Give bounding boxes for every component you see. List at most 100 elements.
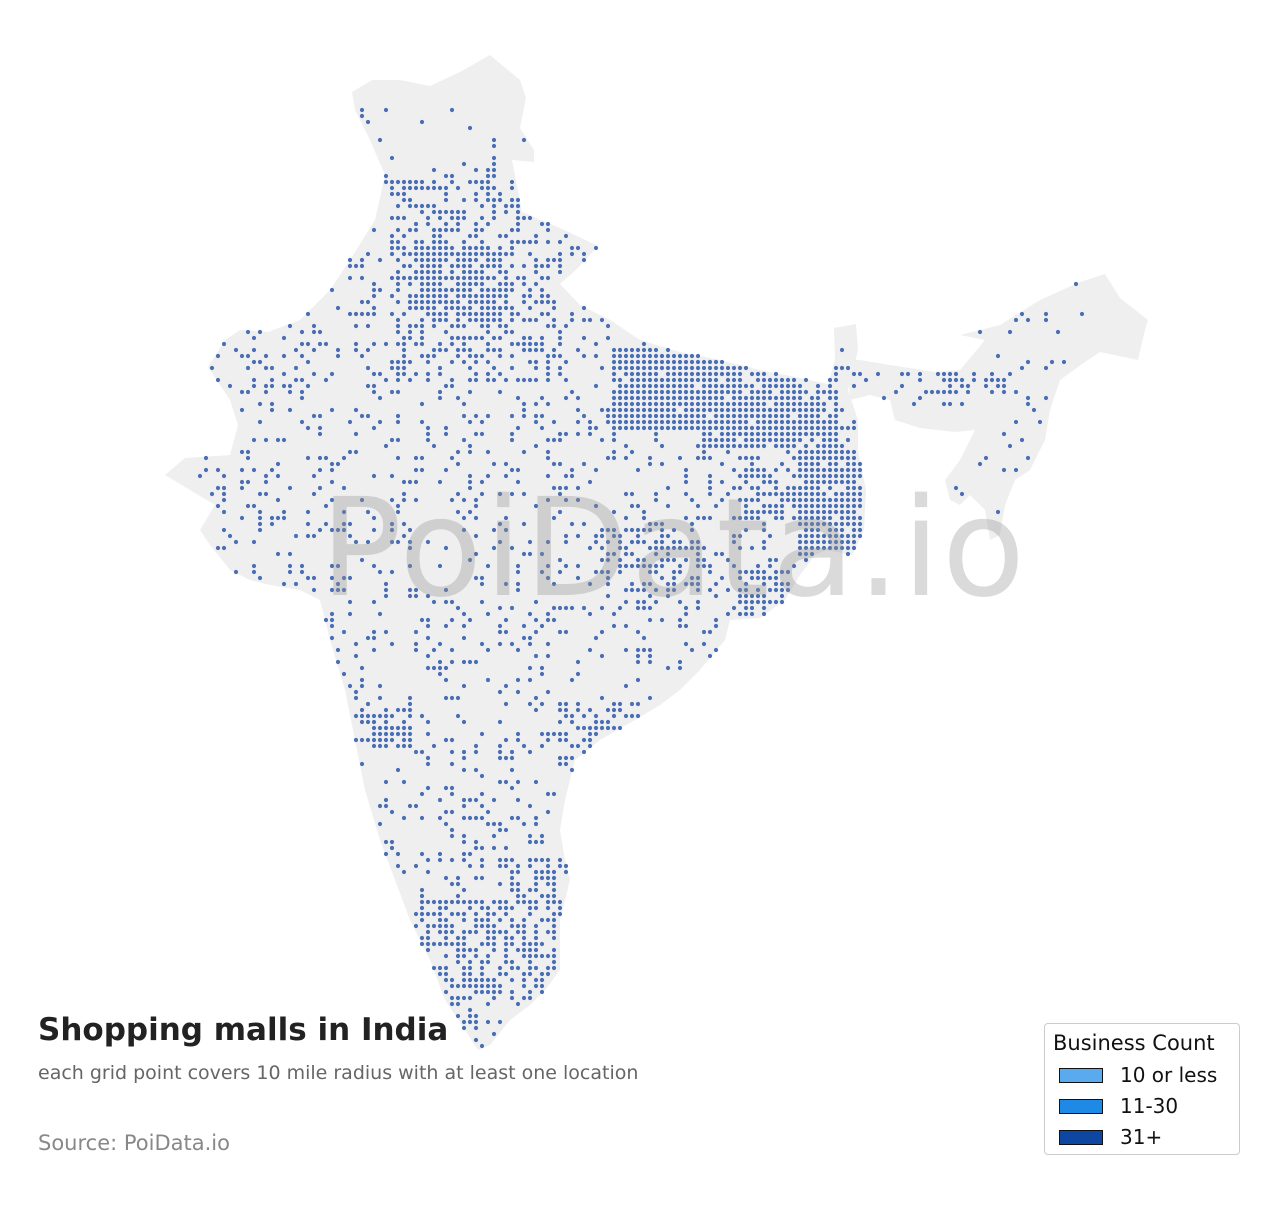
- grid-point: [791, 563, 797, 569]
- grid-point: [437, 671, 443, 677]
- grid-point: [437, 851, 443, 857]
- grid-point: [437, 365, 443, 371]
- grid-point: [767, 563, 773, 569]
- grid-point: [659, 443, 665, 449]
- grid-point: [761, 581, 767, 587]
- grid-point: [449, 209, 455, 215]
- grid-point: [455, 959, 461, 965]
- grid-point: [683, 557, 689, 563]
- grid-point: [485, 449, 491, 455]
- grid-point: [401, 779, 407, 785]
- grid-point: [737, 497, 743, 503]
- grid-point: [797, 413, 803, 419]
- grid-point: [725, 383, 731, 389]
- grid-point: [671, 413, 677, 419]
- grid-point: [707, 443, 713, 449]
- grid-point: [881, 395, 887, 401]
- grid-point: [773, 383, 779, 389]
- grid-point: [617, 407, 623, 413]
- grid-point: [827, 467, 833, 473]
- grid-point: [389, 839, 395, 845]
- grid-point: [581, 725, 587, 731]
- grid-point: [767, 407, 773, 413]
- grid-point: [425, 371, 431, 377]
- grid-point: [803, 425, 809, 431]
- grid-point: [521, 899, 527, 905]
- grid-point: [449, 749, 455, 755]
- grid-point: [629, 419, 635, 425]
- grid-point: [641, 587, 647, 593]
- grid-point: [317, 425, 323, 431]
- grid-point: [749, 431, 755, 437]
- grid-point: [455, 941, 461, 947]
- grid-point: [413, 641, 419, 647]
- grid-point: [461, 401, 467, 407]
- grid-point: [359, 311, 365, 317]
- grid-point: [611, 701, 617, 707]
- grid-point: [461, 797, 467, 803]
- grid-point: [395, 341, 401, 347]
- grid-point: [635, 347, 641, 353]
- grid-point: [509, 641, 515, 647]
- grid-point: [593, 731, 599, 737]
- grid-point: [371, 515, 377, 521]
- grid-point: [239, 515, 245, 521]
- grid-point: [437, 317, 443, 323]
- grid-point: [683, 383, 689, 389]
- grid-point: [347, 311, 353, 317]
- grid-point: [647, 545, 653, 551]
- grid-point: [413, 257, 419, 263]
- grid-point: [461, 899, 467, 905]
- grid-point: [773, 467, 779, 473]
- grid-point: [317, 467, 323, 473]
- grid-point: [731, 563, 737, 569]
- grid-point: [665, 383, 671, 389]
- grid-point: [767, 395, 773, 401]
- grid-point: [611, 725, 617, 731]
- grid-point: [425, 719, 431, 725]
- grid-point: [653, 401, 659, 407]
- grid-point: [389, 389, 395, 395]
- grid-point: [695, 515, 701, 521]
- grid-point: [599, 695, 605, 701]
- grid-point: [407, 281, 413, 287]
- grid-point: [431, 203, 437, 209]
- grid-point: [755, 437, 761, 443]
- grid-point: [335, 647, 341, 653]
- grid-point: [491, 947, 497, 953]
- grid-point: [455, 935, 461, 941]
- grid-point: [569, 473, 575, 479]
- grid-point: [431, 251, 437, 257]
- grid-point: [467, 347, 473, 353]
- grid-point: [467, 365, 473, 371]
- grid-point: [731, 467, 737, 473]
- grid-point: [533, 239, 539, 245]
- grid-point: [653, 347, 659, 353]
- grid-point: [461, 527, 467, 533]
- land-layer: [165, 55, 1148, 1050]
- grid-point: [737, 611, 743, 617]
- grid-point: [857, 515, 863, 521]
- grid-point: [461, 359, 467, 365]
- grid-point: [845, 479, 851, 485]
- grid-point: [617, 377, 623, 383]
- grid-point: [563, 533, 569, 539]
- grid-point: [509, 281, 515, 287]
- grid-point: [473, 371, 479, 377]
- grid-point: [695, 539, 701, 545]
- grid-point: [611, 707, 617, 713]
- grid-point: [575, 395, 581, 401]
- grid-point: [389, 311, 395, 317]
- grid-point: [413, 221, 419, 227]
- grid-point: [491, 203, 497, 209]
- grid-point: [755, 413, 761, 419]
- grid-point: [581, 317, 587, 323]
- grid-point: [683, 467, 689, 473]
- grid-point: [749, 389, 755, 395]
- grid-point: [545, 953, 551, 959]
- grid-point: [455, 215, 461, 221]
- grid-point: [221, 527, 227, 533]
- grid-point: [683, 407, 689, 413]
- grid-point: [479, 323, 485, 329]
- grid-point: [263, 473, 269, 479]
